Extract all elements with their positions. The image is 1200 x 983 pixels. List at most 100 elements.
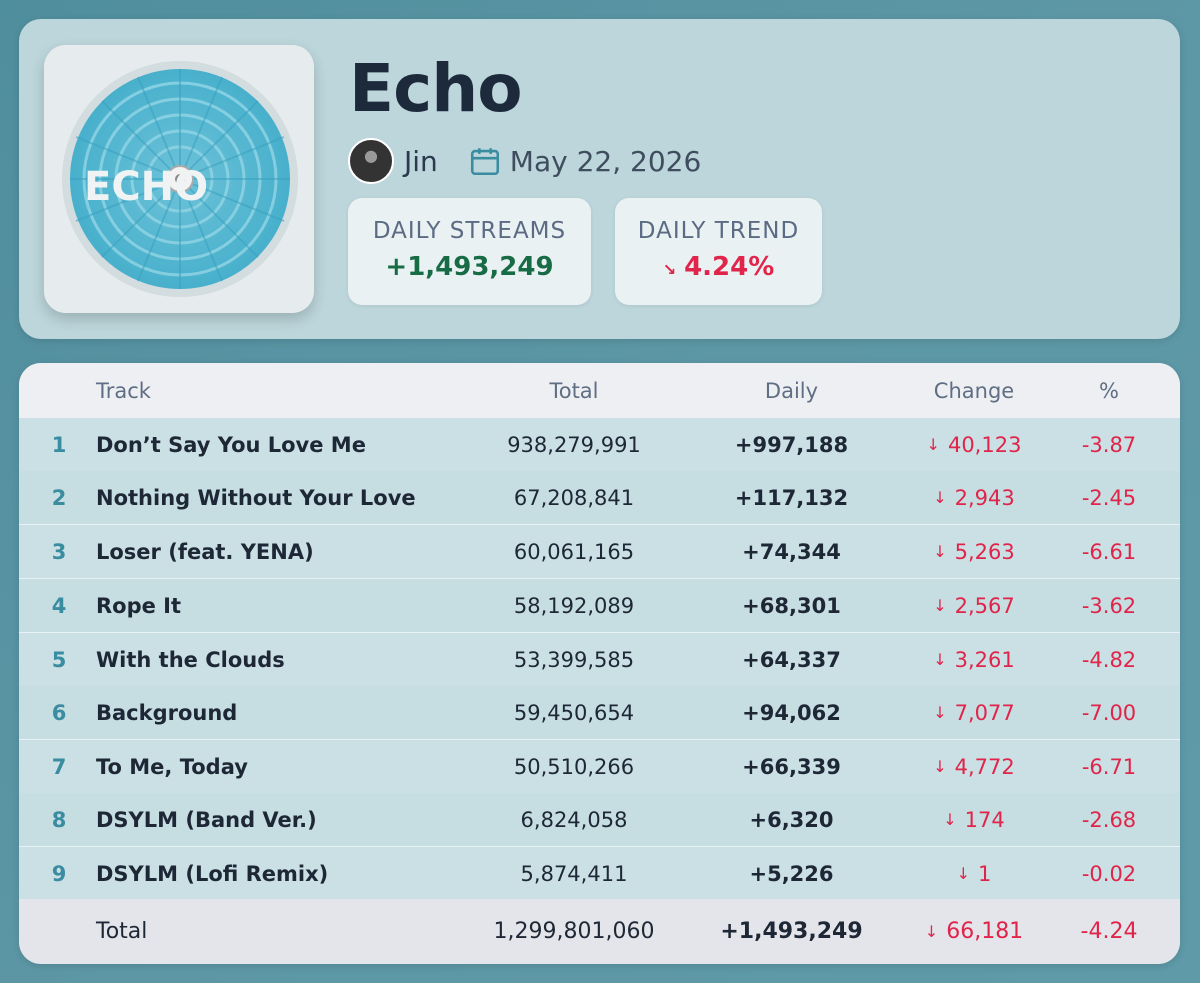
track-total: 938,279,991	[507, 432, 641, 457]
arrow-down-icon: ↓	[933, 542, 947, 561]
track-change: ↓ 2,567	[899, 579, 1049, 632]
album-title: Echo	[349, 50, 523, 127]
track-total: 67,208,841	[513, 485, 635, 510]
track-total: 59,450,654	[513, 700, 635, 725]
col-header-pct[interactable]: %	[1099, 378, 1119, 403]
track-title: DSYLM (Band Ver.)	[96, 807, 317, 832]
track-pct: -0.02	[1081, 861, 1137, 886]
col-header-daily[interactable]: Daily	[764, 378, 819, 403]
arrow-down-icon: ↓	[933, 488, 947, 507]
track-daily: +94,062	[742, 700, 841, 725]
track-total: 53,399,585	[513, 647, 635, 672]
album-cover-art: ECHO	[44, 45, 314, 313]
grand-daily: +1,493,249	[720, 919, 863, 944]
daily-trend-value: 4.24%	[684, 252, 775, 282]
album-meta: Jin May 22, 2026	[348, 136, 701, 186]
track-daily: +5,226	[749, 861, 834, 886]
col-header-total[interactable]: Total	[549, 378, 599, 403]
track-title: Don’t Say You Love Me	[96, 432, 366, 457]
table-header: Track Total Daily Change %	[19, 363, 1180, 418]
track-number: 2	[51, 485, 67, 510]
track-title: To Me, Today	[96, 754, 248, 779]
arrow-down-icon: ↓	[933, 650, 947, 669]
change-value: 2,943	[954, 485, 1015, 510]
track-number: 7	[51, 754, 67, 779]
track-title: With the Clouds	[96, 647, 285, 672]
total-label: Total	[96, 919, 148, 944]
track-pct: -2.68	[1081, 807, 1137, 832]
daily-trend-label: DAILY TREND	[637, 218, 800, 244]
daily-trend-card: DAILY TREND ↘ 4.24%	[615, 198, 822, 305]
table-row[interactable]: 2 Nothing Without Your Love 67,208,841 +…	[19, 471, 1180, 525]
artist-avatar[interactable]	[348, 138, 394, 184]
arrow-down-icon: ↓	[933, 596, 947, 615]
table-row[interactable]: 1 Don’t Say You Love Me 938,279,991 +997…	[19, 418, 1180, 472]
track-number: 3	[51, 539, 67, 564]
grand-change: ↓ 66,181	[899, 899, 1049, 964]
change-value: 2,567	[954, 593, 1015, 618]
arrow-down-icon: ↓	[943, 810, 957, 829]
track-number: 8	[51, 807, 67, 832]
track-total: 50,510,266	[513, 754, 635, 779]
release-date: May 22, 2026	[509, 144, 702, 178]
table-row[interactable]: 8 DSYLM (Band Ver.) 6,824,058 +6,320 ↓ 17…	[19, 793, 1180, 847]
trend-down-icon: ↘	[662, 260, 677, 279]
track-total: 5,874,411	[520, 861, 628, 886]
arrow-down-icon: ↓	[924, 922, 939, 941]
change-value: 1	[978, 861, 992, 886]
change-value: 4,772	[954, 754, 1015, 779]
track-total: 58,192,089	[513, 593, 635, 618]
album-header-card: ECHO Echo Jin May 22, 2026 DAILY STREAMS…	[19, 19, 1180, 339]
daily-streams-value: +1,493,249	[385, 252, 554, 282]
track-total: 60,061,165	[513, 539, 635, 564]
table-row[interactable]: 3 Loser (feat. YENA) 60,061,165 +74,344 …	[19, 525, 1180, 579]
track-change: ↓ 1	[899, 847, 1049, 900]
table-row[interactable]: 4 Rope It 58,192,089 +68,301 ↓ 2,567 -3.6…	[19, 579, 1180, 633]
table-row[interactable]: 5 With the Clouds 53,399,585 +64,337 ↓ 3,…	[19, 633, 1180, 687]
track-daily: +68,301	[742, 593, 841, 618]
track-daily: +64,337	[742, 647, 841, 672]
change-value: 5,263	[954, 539, 1015, 564]
track-change: ↓ 3,261	[899, 633, 1049, 686]
track-change: ↓ 5,263	[899, 525, 1049, 578]
track-change: ↓ 4,772	[899, 740, 1049, 793]
track-title: Nothing Without Your Love	[96, 485, 416, 510]
grand-pct: -4.24	[1080, 919, 1138, 944]
track-change: ↓ 40,123	[899, 418, 1049, 471]
arrow-down-icon: ↓	[933, 703, 947, 722]
track-number: 1	[51, 432, 67, 457]
track-title: DSYLM (Lofi Remix)	[96, 861, 329, 886]
daily-streams-card: DAILY STREAMS +1,493,249	[348, 198, 591, 305]
track-daily: +997,188	[734, 432, 849, 457]
track-title: Loser (feat. YENA)	[96, 539, 314, 564]
arrow-down-icon: ↓	[926, 435, 940, 454]
track-pct: -4.82	[1081, 647, 1137, 672]
track-daily: +6,320	[749, 807, 834, 832]
track-total: 6,824,058	[520, 807, 628, 832]
arrow-down-icon: ↓	[933, 757, 947, 776]
track-title: Background	[96, 700, 238, 725]
table-row[interactable]: 9 DSYLM (Lofi Remix) 5,874,411 +5,226 ↓ 1…	[19, 847, 1180, 901]
tracks-table: Track Total Daily Change % 1 Don’t Say Y…	[19, 363, 1180, 964]
album-cover-image: ECHO	[44, 45, 314, 313]
track-pct: -7.00	[1081, 700, 1137, 725]
col-header-change[interactable]: Change	[933, 378, 1015, 403]
daily-streams-label: DAILY STREAMS	[372, 218, 567, 244]
track-change: ↓ 7,077	[899, 686, 1049, 739]
change-value: 7,077	[954, 700, 1015, 725]
track-number: 5	[51, 647, 67, 672]
track-number: 6	[51, 700, 67, 725]
track-number: 4	[51, 593, 67, 618]
daily-trend-value-wrap: ↘ 4.24%	[615, 252, 822, 282]
table-row[interactable]: 6 Background 59,450,654 +94,062 ↓ 7,077 -…	[19, 686, 1180, 740]
track-pct: -6.61	[1081, 539, 1137, 564]
track-daily: +117,132	[734, 485, 849, 510]
table-row[interactable]: 7 To Me, Today 50,510,266 +66,339 ↓ 4,772…	[19, 740, 1180, 794]
artist-name[interactable]: Jin	[404, 144, 438, 178]
calendar-icon	[470, 148, 499, 176]
track-change: ↓ 174	[899, 793, 1049, 846]
track-pct: -2.45	[1081, 485, 1137, 510]
col-header-track[interactable]: Track	[96, 378, 151, 403]
track-daily: +74,344	[742, 539, 841, 564]
track-title: Rope It	[96, 593, 182, 618]
